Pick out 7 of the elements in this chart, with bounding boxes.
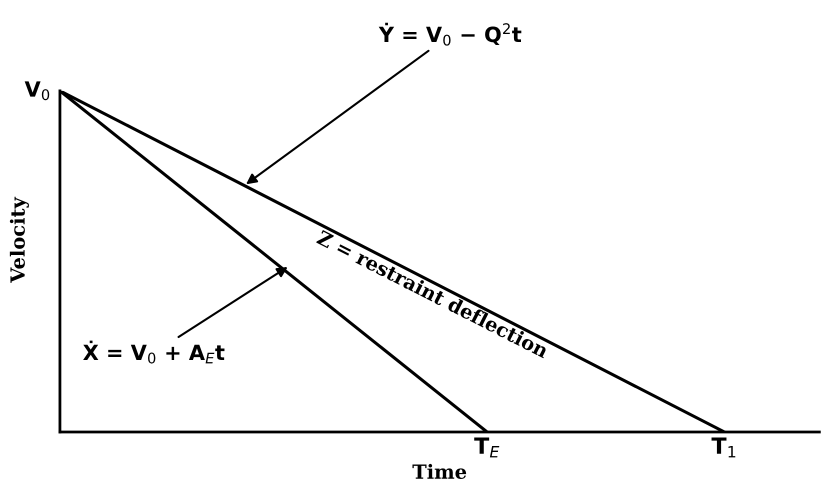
text: Ẏ = V$_{0}$ − Q$^{2}$t xyxy=(378,22,522,46)
y-axis-title: Velocity xyxy=(10,196,29,283)
annotation: Ẋ = V$_{0}$ + A$_{E}$t xyxy=(83,340,224,364)
x-tick-label: T$_{1}$ xyxy=(712,438,736,458)
x-axis-title: Time xyxy=(412,464,466,479)
x-tick-label: T$_{E}$ xyxy=(474,438,500,458)
text: V$_{0}$ xyxy=(24,81,50,100)
